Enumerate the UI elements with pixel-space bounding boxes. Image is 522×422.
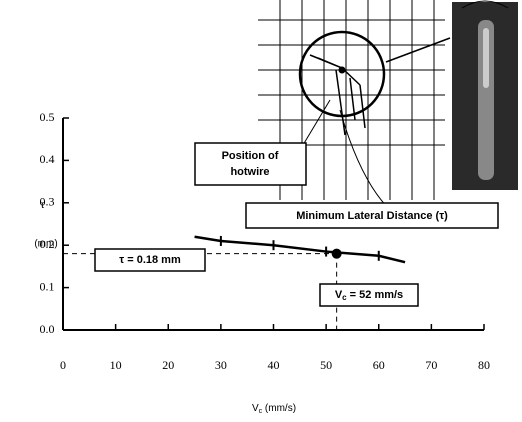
x-tick-label: 40 (268, 358, 280, 372)
y-tick-label: 0.0 (40, 322, 55, 336)
x-tick-label: 70 (425, 358, 437, 372)
y-tick-label: 0.4 (40, 152, 55, 166)
annotation-part: = 52 mm/s (350, 289, 404, 301)
y-tick-label: 0.2 (40, 237, 55, 251)
inset-photo (452, 1, 518, 190)
x-tick-label: 50 (320, 358, 332, 372)
y-tick-label: 0.1 (40, 279, 55, 293)
y-tick-label: 0.5 (40, 110, 55, 124)
x-axis-label: Vc (mm/s) (252, 403, 296, 415)
annotation: hotwire (230, 166, 269, 178)
x-tick-label: 80 (478, 358, 490, 372)
x-tick-label: 10 (110, 358, 122, 372)
x-tick-label: 20 (162, 358, 174, 372)
annotation: Minimum Lateral Distance (τ) (296, 210, 448, 222)
annotation: Position of (222, 150, 279, 162)
x-tick-label: 30 (215, 358, 227, 372)
chart: Position of hotwire Minimum Lateral Dist… (0, 0, 522, 422)
highlight-point (332, 249, 342, 259)
x-tick-label: 0 (60, 358, 66, 372)
y-tick-label: 0.3 (40, 195, 55, 209)
annotation: τ = 0.18 mm (119, 254, 181, 266)
x-tick-label: 60 (373, 358, 385, 372)
line (195, 237, 406, 262)
